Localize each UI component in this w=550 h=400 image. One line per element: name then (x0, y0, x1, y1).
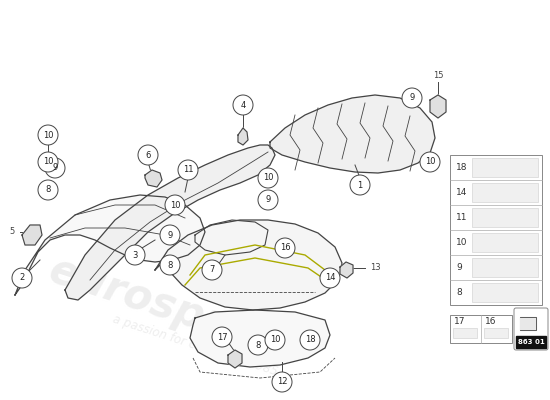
Text: 10: 10 (456, 238, 468, 247)
FancyBboxPatch shape (472, 258, 538, 277)
Text: a passion for cars since 1985: a passion for cars since 1985 (111, 312, 279, 378)
FancyBboxPatch shape (472, 158, 538, 177)
Text: 13: 13 (370, 264, 381, 272)
Polygon shape (15, 195, 205, 295)
Text: 10: 10 (425, 158, 435, 166)
Text: 8: 8 (456, 288, 462, 297)
Polygon shape (430, 95, 446, 118)
Polygon shape (520, 317, 536, 330)
Circle shape (138, 145, 158, 165)
Circle shape (38, 152, 58, 172)
Circle shape (402, 88, 422, 108)
Polygon shape (155, 220, 342, 310)
Text: 8: 8 (45, 186, 51, 194)
Circle shape (178, 160, 198, 180)
Text: 11: 11 (456, 213, 468, 222)
Circle shape (45, 158, 65, 178)
Circle shape (265, 330, 285, 350)
Text: 15: 15 (433, 72, 443, 80)
Polygon shape (22, 225, 42, 245)
Text: 16: 16 (280, 244, 290, 252)
Text: 18: 18 (456, 163, 468, 172)
Circle shape (233, 95, 253, 115)
Circle shape (248, 335, 268, 355)
Circle shape (160, 225, 180, 245)
Text: 10: 10 (43, 130, 53, 140)
Polygon shape (238, 128, 248, 145)
Polygon shape (228, 350, 242, 368)
FancyBboxPatch shape (450, 315, 512, 343)
Text: 9: 9 (167, 230, 173, 240)
FancyBboxPatch shape (472, 183, 538, 202)
Text: 5: 5 (9, 228, 15, 236)
Text: 10: 10 (270, 336, 280, 344)
FancyBboxPatch shape (514, 308, 548, 350)
Text: 8: 8 (167, 260, 173, 270)
FancyBboxPatch shape (472, 283, 538, 302)
FancyBboxPatch shape (450, 155, 542, 305)
FancyBboxPatch shape (472, 208, 538, 227)
Circle shape (160, 255, 180, 275)
Circle shape (12, 268, 32, 288)
Text: 9: 9 (409, 94, 415, 102)
FancyBboxPatch shape (484, 328, 508, 338)
Text: 18: 18 (305, 336, 315, 344)
FancyBboxPatch shape (453, 328, 477, 338)
FancyBboxPatch shape (472, 233, 538, 252)
Circle shape (212, 327, 232, 347)
Circle shape (275, 238, 295, 258)
Circle shape (202, 260, 222, 280)
Text: 3: 3 (133, 250, 138, 260)
Polygon shape (65, 145, 275, 300)
Text: 16: 16 (485, 316, 497, 326)
Text: 2: 2 (19, 274, 25, 282)
Circle shape (320, 268, 340, 288)
Text: 12: 12 (277, 378, 287, 386)
Text: 7: 7 (210, 266, 215, 274)
Text: 6: 6 (145, 150, 151, 160)
Circle shape (420, 152, 440, 172)
Text: 9: 9 (52, 164, 58, 172)
Polygon shape (190, 310, 330, 367)
Text: eurospares: eurospares (43, 249, 306, 371)
Text: 14: 14 (456, 188, 468, 197)
Circle shape (165, 195, 185, 215)
Text: 9: 9 (456, 263, 462, 272)
Circle shape (272, 372, 292, 392)
Bar (516, 336, 546, 348)
Text: 11: 11 (183, 166, 193, 174)
Circle shape (350, 175, 370, 195)
Circle shape (38, 125, 58, 145)
Text: 10: 10 (43, 158, 53, 166)
Text: 8: 8 (255, 340, 261, 350)
Text: 17: 17 (217, 332, 227, 342)
Text: 4: 4 (240, 100, 246, 110)
Text: 14: 14 (324, 274, 336, 282)
Text: 10: 10 (170, 200, 180, 210)
Text: 9: 9 (265, 196, 271, 204)
Polygon shape (270, 95, 435, 173)
Text: 17: 17 (454, 316, 465, 326)
Circle shape (258, 168, 278, 188)
Circle shape (258, 190, 278, 210)
Text: 863 01: 863 01 (518, 339, 544, 345)
Polygon shape (145, 170, 162, 187)
Circle shape (38, 180, 58, 200)
Circle shape (300, 330, 320, 350)
Text: 1: 1 (358, 180, 362, 190)
Text: 10: 10 (263, 174, 273, 182)
Polygon shape (340, 262, 353, 278)
Circle shape (125, 245, 145, 265)
